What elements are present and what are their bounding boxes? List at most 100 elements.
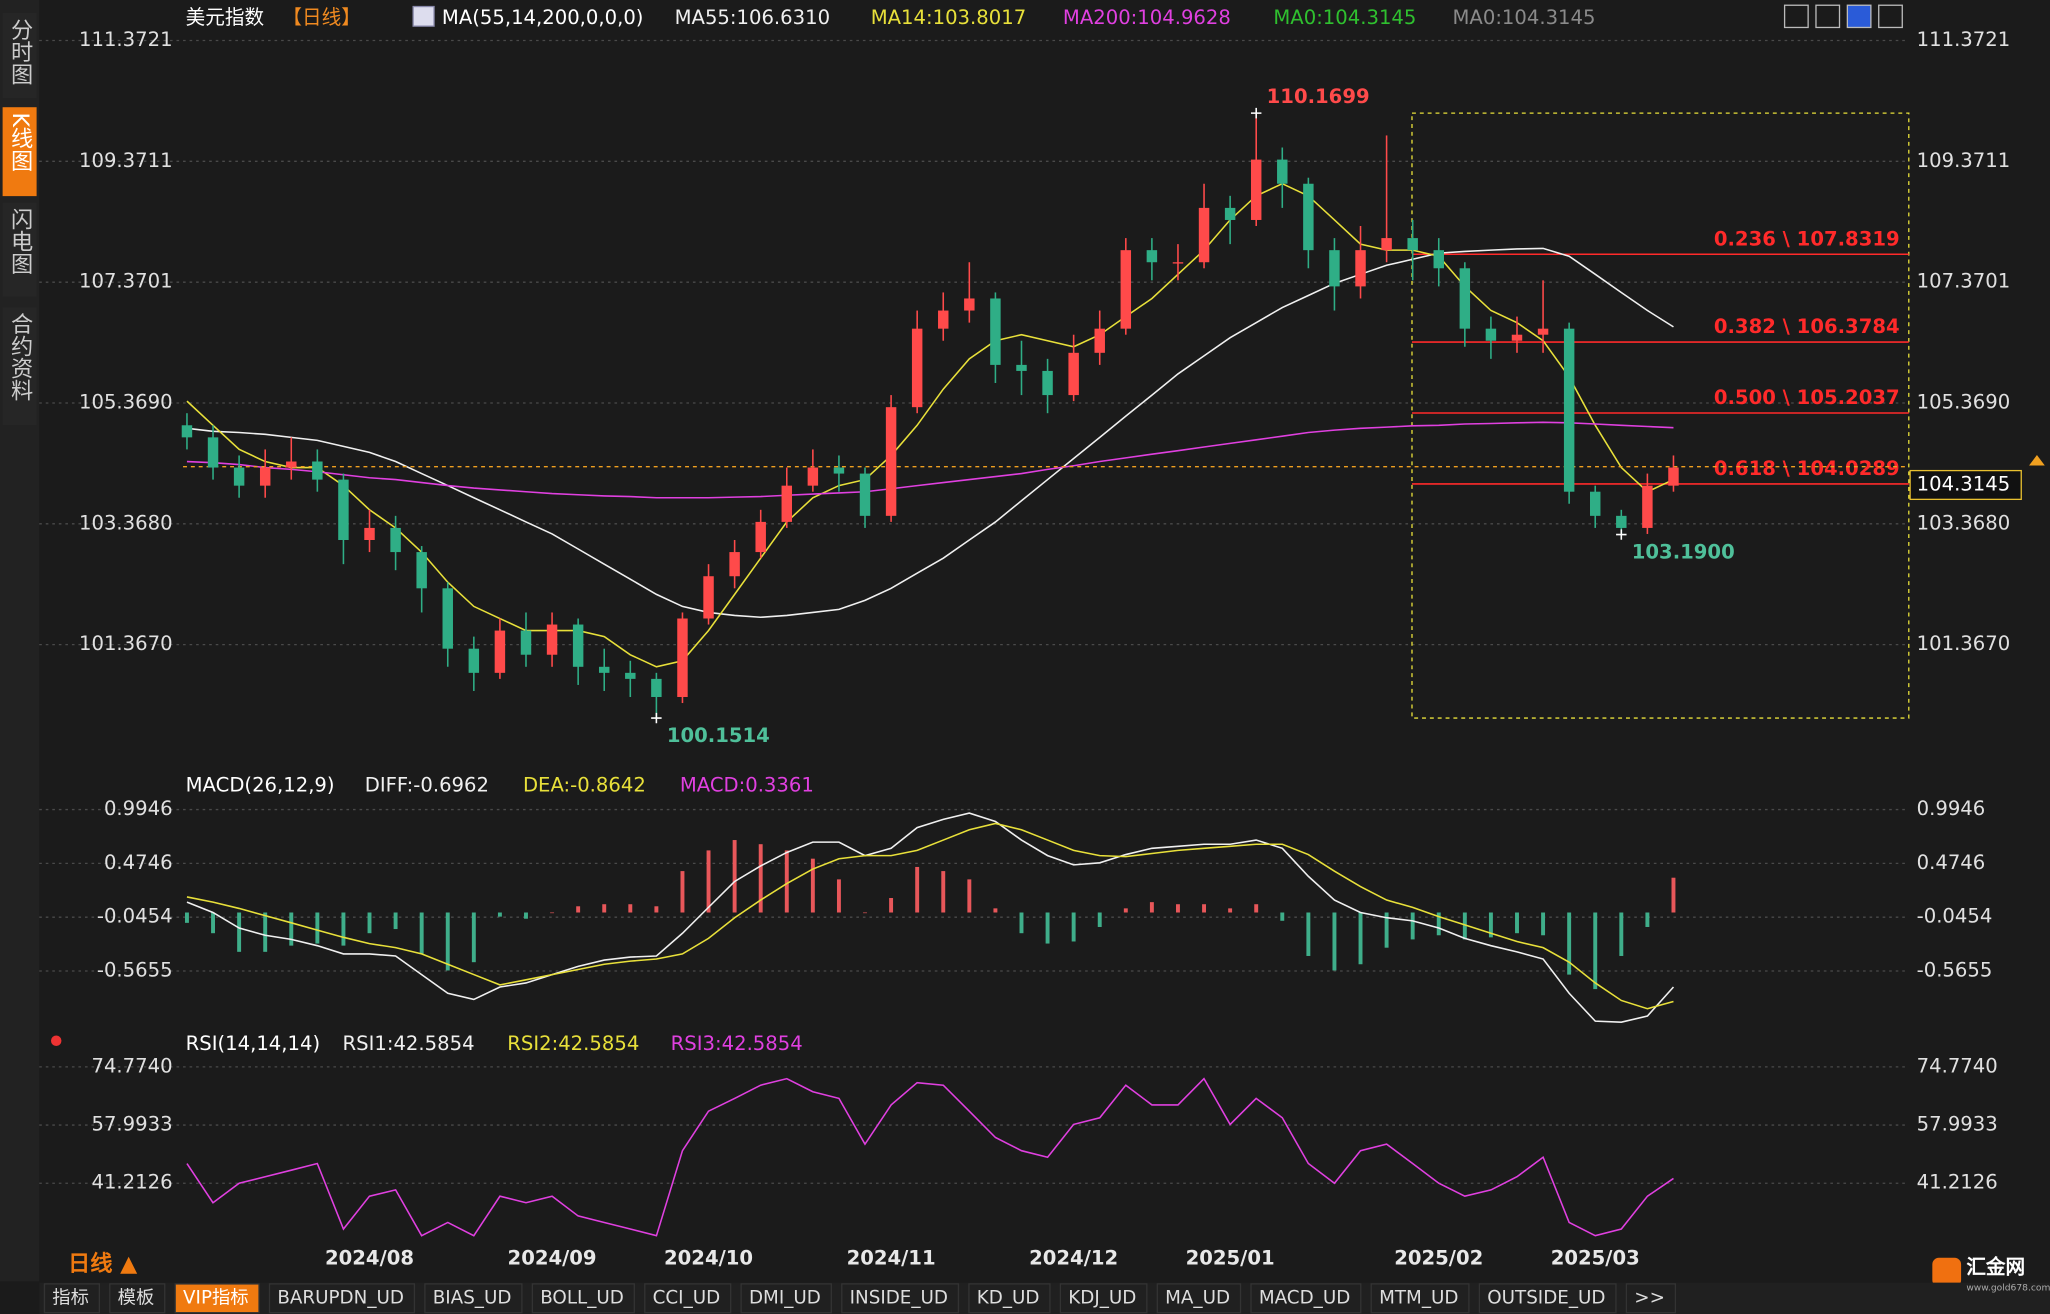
macd-bar (732, 840, 737, 913)
y-tick-label: -0.0454 (1917, 905, 1993, 928)
candle-body (1068, 352, 1079, 396)
legend-item: RSI1:42.5854 (343, 1032, 475, 1055)
legend-item: RSI2:42.5854 (507, 1032, 639, 1055)
macd-bar (628, 904, 633, 913)
macd-bar (315, 912, 320, 944)
icon[interactable] (1783, 4, 1809, 29)
candle-body (781, 485, 793, 522)
bottom-tab[interactable] (1250, 1283, 1362, 1314)
legend-item: MACD:0.3361 (680, 773, 814, 796)
panel-title: RSI(14,14,14) (186, 1032, 320, 1055)
legend-item: MA200:104.9628 (1063, 6, 1231, 29)
side-tab-label[interactable]: 合约资料 (7, 312, 33, 402)
bottom-tab[interactable] (1156, 1283, 1242, 1314)
bottom-tab-label[interactable]: BOLL_UD (540, 1287, 624, 1308)
macd-bar (1228, 908, 1233, 913)
candle-body (598, 666, 610, 673)
y-tick-label: 103.3680 (79, 511, 173, 534)
side-tab-label[interactable]: 闪电图 (7, 207, 33, 274)
bottom-tab-label[interactable]: 模板 (118, 1287, 155, 1308)
bottom-tab[interactable] (740, 1283, 832, 1314)
candle-body (1485, 328, 1497, 341)
bottom-tab-label[interactable]: MTM_UD (1379, 1287, 1458, 1308)
y-tick-label: 74.7740 (91, 1054, 172, 1077)
candle-body (964, 298, 975, 311)
candle-body (416, 552, 427, 589)
bottom-tab[interactable] (644, 1283, 732, 1314)
bottom-tab-label[interactable]: OUTSIDE_UD (1487, 1287, 1605, 1308)
candle-body (1329, 250, 1340, 287)
extreme-marker (651, 712, 662, 724)
bottom-tab-label[interactable]: DMI_UD (749, 1287, 821, 1308)
candle-body (1120, 250, 1132, 329)
price-marker (2029, 454, 2045, 466)
candle-body (1224, 207, 1236, 220)
candle-body (468, 648, 480, 673)
bottom-tab-label[interactable]: MACD_UD (1259, 1287, 1350, 1308)
bottom-tab[interactable] (424, 1283, 523, 1314)
bottom-tab-label[interactable]: 指标 (52, 1287, 89, 1308)
macd-bar (497, 912, 502, 917)
side-tab[interactable] (2, 13, 37, 99)
bottom-tab[interactable] (268, 1283, 416, 1314)
y-tick-label: 41.2126 (1917, 1171, 1998, 1194)
fib-label: 0.500 \ 105.2037 (1714, 386, 1900, 409)
candle-body (312, 461, 323, 480)
candle-body (1668, 467, 1679, 486)
y-tick-label: 111.3721 (79, 28, 173, 51)
bottom-tab-label[interactable]: INSIDE_UD (850, 1287, 948, 1308)
candle-body (990, 298, 1001, 365)
candle-body (1277, 159, 1288, 184)
bottom-tab-label[interactable]: VIP指标 (183, 1287, 249, 1308)
period-toggle[interactable]: 日线 ▲ (68, 1250, 138, 1277)
y-tick-label: 0.9946 (104, 797, 173, 820)
macd-bar (1671, 877, 1676, 913)
bottom-tab-label[interactable]: MA_UD (1165, 1287, 1230, 1308)
side-tab-label[interactable]: K线图 (7, 112, 33, 171)
bottom-tab[interactable] (841, 1283, 960, 1314)
macd-bar (1619, 912, 1624, 956)
icon[interactable] (1815, 4, 1841, 29)
macd-bar (784, 850, 789, 913)
candle-body (572, 624, 584, 667)
icon[interactable] (1846, 4, 1872, 29)
bottom-tab-label[interactable]: KD_UD (977, 1287, 1040, 1308)
candle-body (207, 437, 219, 468)
candle-body (546, 624, 558, 655)
candle-body (259, 467, 271, 486)
side-tab[interactable] (2, 307, 37, 425)
side-tab[interactable] (2, 202, 37, 297)
y-tick-label: 111.3721 (1917, 28, 2011, 51)
bottom-tab[interactable] (174, 1283, 260, 1314)
candle-body (520, 630, 532, 655)
icon[interactable] (1878, 4, 1903, 29)
bottom-tab-label[interactable]: CCI_UD (653, 1287, 721, 1308)
side-tab-label[interactable]: 分时图 (7, 18, 33, 85)
side-tab[interactable] (2, 107, 37, 197)
last-price-label: 104.3145 (1917, 472, 2011, 495)
macd-bar (1176, 904, 1180, 913)
bottom-tab[interactable] (1370, 1283, 1470, 1314)
bottom-tab[interactable] (531, 1283, 635, 1314)
bottom-tab-label[interactable]: KDJ_UD (1068, 1287, 1136, 1308)
bottom-tab[interactable] (1478, 1283, 1617, 1314)
candle-body (1433, 250, 1444, 269)
extreme-label: 103.1900 (1632, 540, 1735, 563)
legend-item: MA55:106.6310 (675, 6, 830, 29)
bottom-tab[interactable] (43, 1283, 101, 1314)
macd-bar (550, 912, 555, 914)
candle-body (625, 672, 636, 679)
bottom-tab[interactable] (1059, 1283, 1148, 1314)
y-tick-label: 107.3701 (79, 270, 173, 293)
bottom-tab-label[interactable]: BARUPDN_UD (277, 1287, 404, 1308)
bottom-tab-label[interactable]: >> (1634, 1287, 1665, 1308)
bottom-tab[interactable] (109, 1283, 166, 1314)
candle-body (494, 630, 506, 673)
bottom-tab[interactable] (968, 1283, 1051, 1314)
indicator-params: MA(55,14,200,0,0,0) (442, 6, 644, 29)
bottom-tab[interactable] (1625, 1283, 1677, 1314)
candle-body (1459, 268, 1471, 329)
y-tick-label: 0.9946 (1917, 797, 1986, 820)
bottom-tab-label[interactable]: BIAS_UD (433, 1287, 512, 1308)
